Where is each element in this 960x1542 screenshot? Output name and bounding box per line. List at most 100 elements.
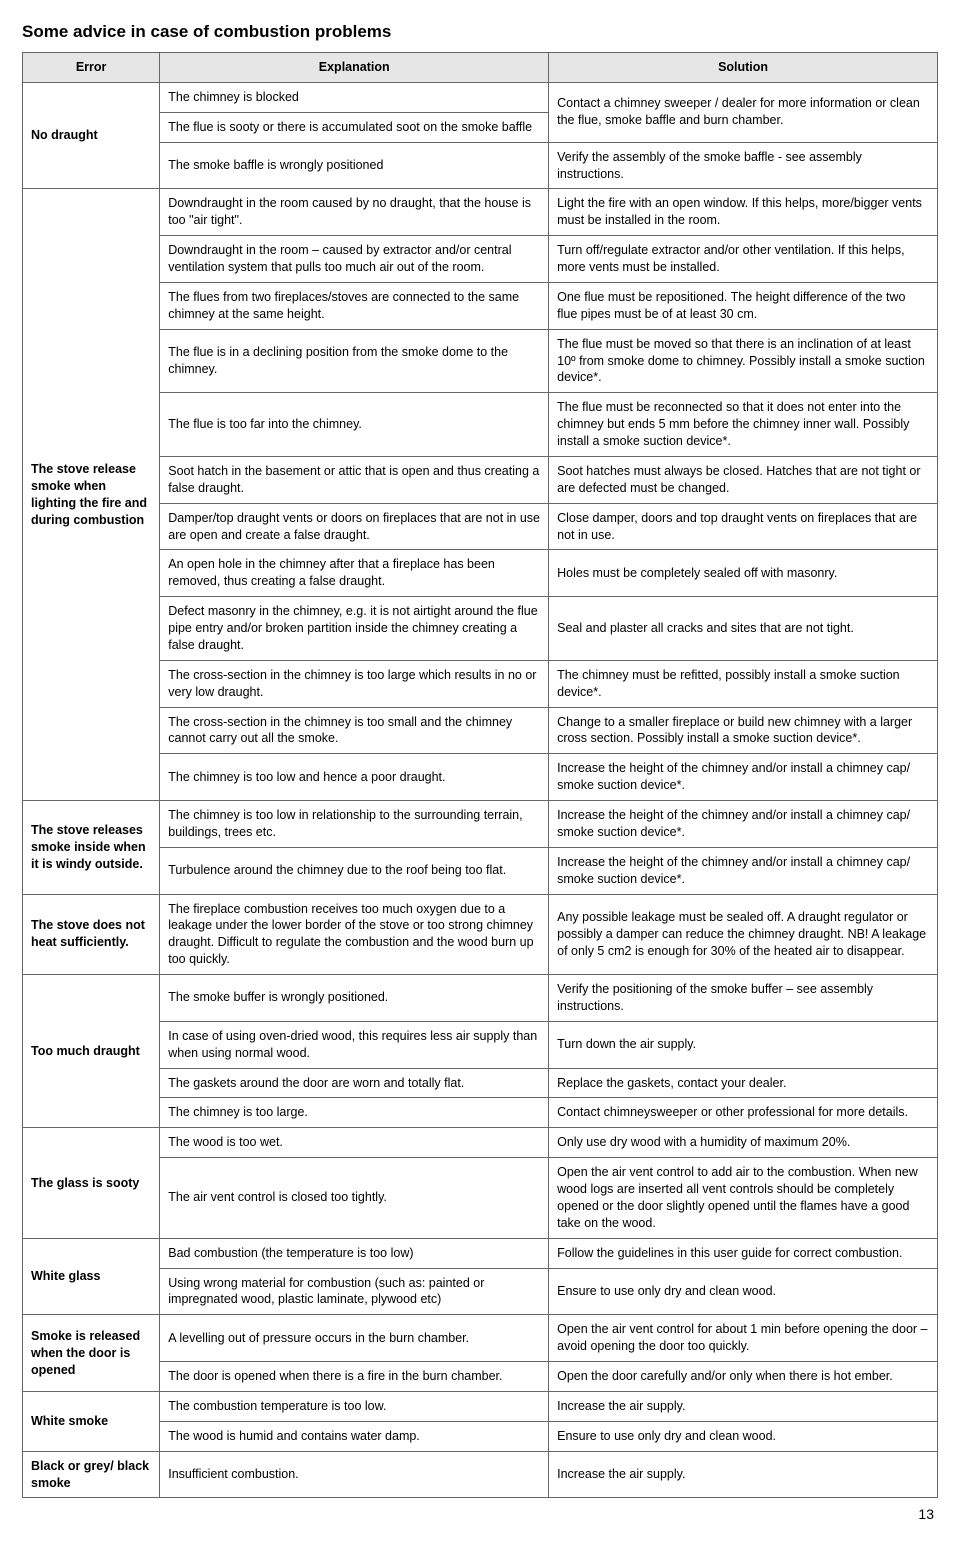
table-row: The gaskets around the door are worn and… [23,1068,938,1098]
explanation-cell: Soot hatch in the basement or attic that… [160,456,549,503]
explanation-cell: The flue is sooty or there is accumulate… [160,112,549,142]
error-cell: Too much draught [23,975,160,1128]
solution-cell: Replace the gaskets, contact your dealer… [549,1068,938,1098]
table-row: Smoke is released when the door is opene… [23,1315,938,1362]
solution-cell: Close damper, doors and top draught vent… [549,503,938,550]
table-row: The stove releases smoke inside when it … [23,801,938,848]
explanation-cell: The gaskets around the door are worn and… [160,1068,549,1098]
table-row: The cross-section in the chimney is too … [23,707,938,754]
col-header-solution: Solution [549,53,938,83]
error-cell: White glass [23,1238,160,1315]
explanation-cell: The door is opened when there is a fire … [160,1362,549,1392]
error-cell: The glass is sooty [23,1128,160,1238]
table-row: The stove does not heat sufficiently.The… [23,894,938,975]
explanation-cell: Using wrong material for combustion (suc… [160,1268,549,1315]
explanation-cell: The flue is in a declining position from… [160,329,549,393]
table-row: The air vent control is closed too tight… [23,1158,938,1239]
solution-cell: Increase the air supply. [549,1391,938,1421]
explanation-cell: The smoke baffle is wrongly positioned [160,142,549,189]
error-cell: No draught [23,82,160,189]
explanation-cell: Bad combustion (the temperature is too l… [160,1238,549,1268]
explanation-cell: Downdraught in the room caused by no dra… [160,189,549,236]
table-row: In case of using oven-dried wood, this r… [23,1021,938,1068]
explanation-cell: The cross-section in the chimney is too … [160,660,549,707]
solution-cell: Soot hatches must always be closed. Hatc… [549,456,938,503]
table-row: Soot hatch in the basement or attic that… [23,456,938,503]
explanation-cell: The chimney is too low in relationship t… [160,801,549,848]
error-cell: The stove releases smoke inside when it … [23,801,160,895]
error-cell: The stove release smoke when lighting th… [23,189,160,801]
explanation-cell: The chimney is blocked [160,82,549,112]
error-cell: White smoke [23,1391,160,1451]
explanation-cell: A levelling out of pressure occurs in th… [160,1315,549,1362]
solution-cell: Increase the height of the chimney and/o… [549,754,938,801]
table-row: No draughtThe chimney is blockedContact … [23,82,938,112]
solution-cell: Seal and plaster all cracks and sites th… [549,597,938,661]
solution-cell: Turn down the air supply. [549,1021,938,1068]
explanation-cell: The smoke buffer is wrongly positioned. [160,975,549,1022]
page-number: 13 [22,1506,938,1522]
table-row: Turbulence around the chimney due to the… [23,847,938,894]
table-row: The smoke baffle is wrongly positionedVe… [23,142,938,189]
solution-cell: Any possible leakage must be sealed off.… [549,894,938,975]
explanation-cell: An open hole in the chimney after that a… [160,550,549,597]
solution-cell: One flue must be repositioned. The heigh… [549,282,938,329]
explanation-cell: The chimney is too low and hence a poor … [160,754,549,801]
explanation-cell: The wood is humid and contains water dam… [160,1421,549,1451]
error-cell: Black or grey/ black smoke [23,1451,160,1498]
solution-cell: The flue must be moved so that there is … [549,329,938,393]
solution-cell: Contact chimneysweeper or other professi… [549,1098,938,1128]
table-row: White glassBad combustion (the temperatu… [23,1238,938,1268]
solution-cell: Ensure to use only dry and clean wood. [549,1421,938,1451]
table-row: Defect masonry in the chimney, e.g. it i… [23,597,938,661]
solution-cell: Open the air vent control for about 1 mi… [549,1315,938,1362]
table-row: The chimney is too large.Contact chimney… [23,1098,938,1128]
solution-cell: Verify the assembly of the smoke baffle … [549,142,938,189]
explanation-cell: Damper/top draught vents or doors on fir… [160,503,549,550]
error-cell: The stove does not heat sufficiently. [23,894,160,975]
explanation-cell: Turbulence around the chimney due to the… [160,847,549,894]
solution-cell: Light the fire with an open window. If t… [549,189,938,236]
solution-cell: The flue must be reconnected so that it … [549,393,938,457]
solution-cell: Change to a smaller fireplace or build n… [549,707,938,754]
table-row: An open hole in the chimney after that a… [23,550,938,597]
explanation-cell: The air vent control is closed too tight… [160,1158,549,1239]
explanation-cell: Downdraught in the room – caused by extr… [160,236,549,283]
explanation-cell: The flues from two fireplaces/stoves are… [160,282,549,329]
table-row: Too much draughtThe smoke buffer is wron… [23,975,938,1022]
table-row: The flue is in a declining position from… [23,329,938,393]
solution-cell: Increase the air supply. [549,1451,938,1498]
table-row: White smokeThe combustion temperature is… [23,1391,938,1421]
troubleshooting-table: Error Explanation Solution No draughtThe… [22,52,938,1498]
page-title: Some advice in case of combustion proble… [22,22,938,42]
solution-cell: Increase the height of the chimney and/o… [549,801,938,848]
solution-cell: Increase the height of the chimney and/o… [549,847,938,894]
solution-cell: Only use dry wood with a humidity of max… [549,1128,938,1158]
table-row: The door is opened when there is a fire … [23,1362,938,1392]
table-row: The stove release smoke when lighting th… [23,189,938,236]
table-row: The flues from two fireplaces/stoves are… [23,282,938,329]
explanation-cell: The combustion temperature is too low. [160,1391,549,1421]
table-row: The glass is sootyThe wood is too wet.On… [23,1128,938,1158]
explanation-cell: Insufficient combustion. [160,1451,549,1498]
explanation-cell: The wood is too wet. [160,1128,549,1158]
col-header-explanation: Explanation [160,53,549,83]
explanation-cell: The fireplace combustion receives too mu… [160,894,549,975]
solution-cell: Open the air vent control to add air to … [549,1158,938,1239]
solution-cell: Follow the guidelines in this user guide… [549,1238,938,1268]
explanation-cell: The flue is too far into the chimney. [160,393,549,457]
explanation-cell: The chimney is too large. [160,1098,549,1128]
solution-cell: Holes must be completely sealed off with… [549,550,938,597]
table-row: The cross-section in the chimney is too … [23,660,938,707]
solution-cell: Verify the positioning of the smoke buff… [549,975,938,1022]
explanation-cell: In case of using oven-dried wood, this r… [160,1021,549,1068]
solution-cell: Ensure to use only dry and clean wood. [549,1268,938,1315]
solution-cell: Turn off/regulate extractor and/or other… [549,236,938,283]
table-row: The wood is humid and contains water dam… [23,1421,938,1451]
error-cell: Smoke is released when the door is opene… [23,1315,160,1392]
table-row: Using wrong material for combustion (suc… [23,1268,938,1315]
explanation-cell: The cross-section in the chimney is too … [160,707,549,754]
explanation-cell: Defect masonry in the chimney, e.g. it i… [160,597,549,661]
table-header-row: Error Explanation Solution [23,53,938,83]
col-header-error: Error [23,53,160,83]
